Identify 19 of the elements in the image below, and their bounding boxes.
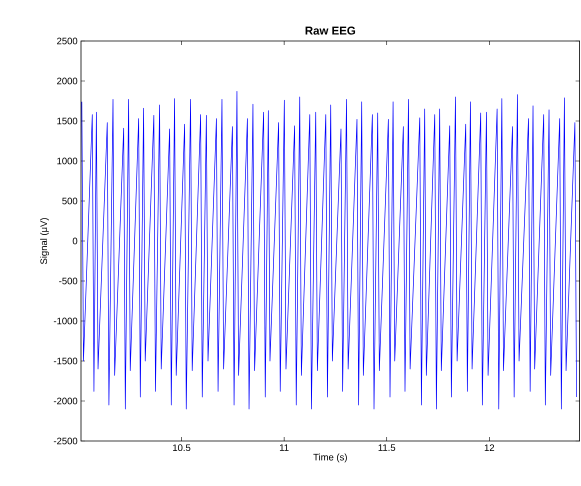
x-tick-label: 11.5 xyxy=(378,444,396,451)
x-tick-label: 10.5 xyxy=(173,444,190,452)
y-tick-label: 2000 xyxy=(57,78,78,84)
y-tick-label: 1000 xyxy=(57,158,78,164)
y-tick-label: 1500 xyxy=(57,118,78,124)
y-tick-label: 2500 xyxy=(57,38,78,44)
x-tick-label: 12 xyxy=(484,444,494,451)
line-series xyxy=(81,91,577,410)
y-tick-label: -1500 xyxy=(54,358,78,364)
x-tick-label: 11 xyxy=(280,444,289,451)
y-tick-label: -2000 xyxy=(54,398,78,404)
y-tick-label: -500 xyxy=(59,278,78,284)
x-axis-title: Time (s) xyxy=(313,454,347,462)
y-tick-label: 0 xyxy=(72,238,78,244)
y-tick-label: 500 xyxy=(62,198,78,204)
y-tick-label: -1000 xyxy=(54,318,78,324)
y-tick-label: -2500 xyxy=(54,438,78,444)
chart-title: Raw EEG xyxy=(306,26,356,35)
y-axis-title: Signal (μV) xyxy=(40,218,49,264)
